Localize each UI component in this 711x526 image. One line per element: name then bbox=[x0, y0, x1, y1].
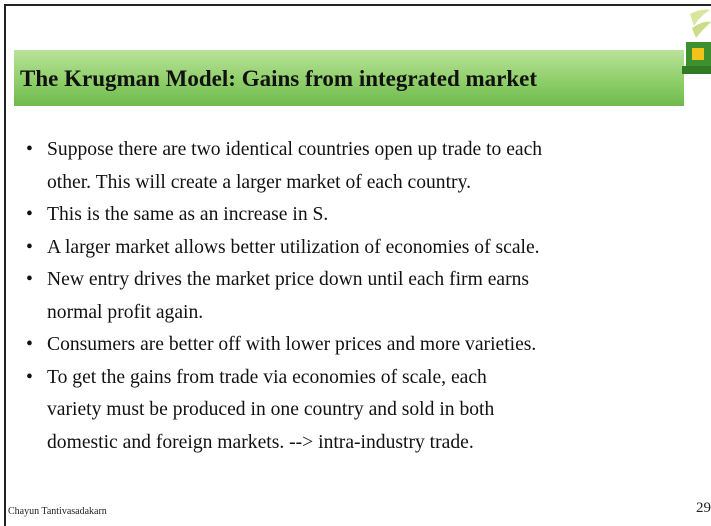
bullet-line: Consumers are better off with lower pric… bbox=[47, 334, 537, 355]
bullet-line: normal profit again. bbox=[47, 301, 204, 323]
bullet-line: A larger market allows better utilizatio… bbox=[47, 236, 540, 258]
bullet-line: Suppose there are two identical countrie… bbox=[47, 139, 543, 160]
logo bbox=[682, 9, 711, 74]
slide-title: The Krugman Model: Gains from integrated… bbox=[20, 66, 538, 91]
bullet-line: domestic and foreign markets. --> intra-… bbox=[47, 431, 474, 453]
bullet: New entry drives the market price down u… bbox=[22, 264, 542, 329]
bullet: Consumers are better off with lower pric… bbox=[22, 329, 542, 362]
bullet-list: Suppose there are two identical countrie… bbox=[22, 134, 542, 459]
bullet-line: other. This will create a larger market … bbox=[47, 171, 471, 193]
page-number: 29 bbox=[696, 500, 711, 516]
bullet-line: This is the same as an increase in S. bbox=[47, 204, 329, 225]
footer-author: Chayun Tantivasadakarn bbox=[8, 506, 107, 517]
bullet: This is the same as an increase in S. bbox=[22, 199, 542, 232]
bullet-line: To get the gains from trade via economie… bbox=[47, 366, 487, 388]
bullet: To get the gains from trade via economie… bbox=[22, 362, 542, 460]
bullet-line: New entry drives the market price down u… bbox=[47, 269, 530, 290]
bullet: Suppose there are two identical countrie… bbox=[22, 134, 542, 199]
bullet-line: variety must be produced in one country … bbox=[47, 399, 495, 420]
slide-frame bbox=[4, 4, 711, 526]
title-bar bbox=[14, 50, 684, 106]
bullet: A larger market allows better utilizatio… bbox=[22, 232, 542, 265]
